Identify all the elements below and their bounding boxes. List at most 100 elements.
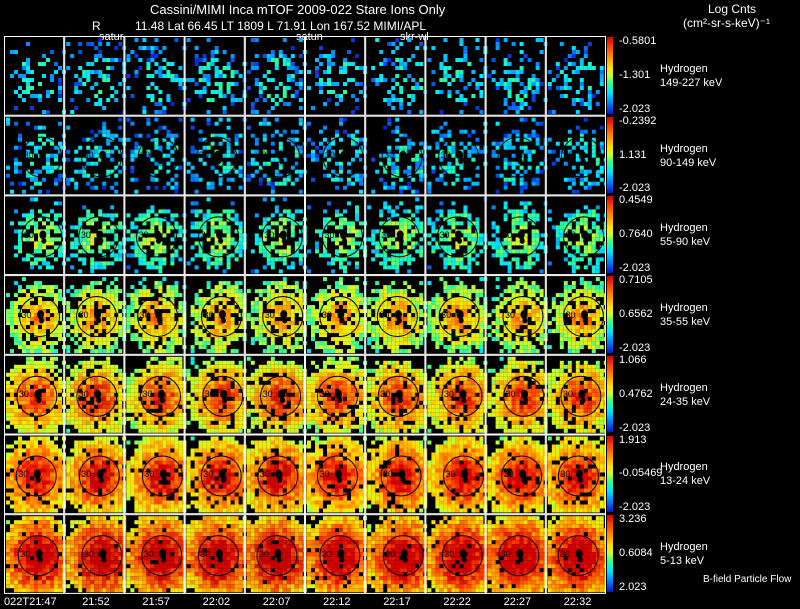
image-panel: [184, 434, 247, 515]
energy-label: 149-227 keV: [660, 76, 723, 89]
contour-label: 30: [380, 389, 391, 400]
contour-label: 30: [504, 309, 515, 320]
image-panel: [425, 514, 488, 594]
contour-label: 30: [500, 548, 511, 559]
image-panel: [305, 354, 367, 435]
contour-label: 30: [440, 150, 451, 161]
units-title: Log Cnts: [708, 2, 757, 16]
image-panel: [184, 514, 247, 594]
image-panel: [485, 434, 548, 515]
image-panel: [244, 354, 307, 435]
image-panel: [545, 195, 606, 276]
units-label: (cm²-sr-s-keV)⁻¹: [683, 16, 770, 30]
image-panel: [545, 434, 606, 515]
colorbar-max: -0.5801: [619, 35, 657, 47]
colorbar-max: 1.913: [619, 433, 647, 446]
image-panel: [4, 195, 66, 276]
time-tick-label: 22:27: [503, 596, 532, 608]
row-label: Hydrogen 13-24 keV: [660, 460, 710, 488]
image-panel: [4, 275, 66, 355]
contour-label: 30: [18, 468, 29, 479]
contour-label: 30: [385, 548, 396, 559]
row-label: Hydrogen 149-227 keV: [660, 62, 722, 90]
time-tick-label: 22:12: [323, 596, 351, 608]
image-panel: [4, 354, 66, 435]
contour-label: 30: [262, 389, 273, 400]
orbit-info: 11.48 Lat 66.45 LT 1809 L 71.91 Lon 167.…: [135, 19, 427, 33]
image-grid: 30 30 30 30 30 30 30 30 30 30 30 30 30 30 30 30 30 30 30 30…: [4, 36, 606, 594]
contour-label: 30: [441, 309, 452, 320]
contour-label: 30: [20, 548, 31, 559]
colorbar-mid: 0.6562: [619, 307, 653, 320]
contour-label: 30: [138, 229, 149, 240]
contour-label: 30: [321, 548, 332, 559]
image-panel: [244, 434, 307, 515]
time-tick-label: 22:17: [383, 596, 411, 608]
image-panel: [124, 195, 187, 276]
image-panel: [184, 275, 247, 355]
contour-label: 30: [560, 548, 571, 559]
image-panel: [545, 115, 606, 196]
image-panel: [545, 36, 606, 116]
colorbar-max: 0.7105: [619, 274, 653, 287]
contour-label: 30: [83, 548, 94, 559]
image-panel: [244, 195, 307, 276]
contour-label: 30: [259, 468, 270, 479]
contour-label: 30: [565, 229, 576, 240]
image-panel: [305, 115, 367, 196]
image-panel: [545, 354, 606, 435]
species-label: Hydrogen: [660, 222, 708, 235]
image-panel: [124, 354, 187, 435]
contour-label: 30: [139, 309, 150, 320]
image-panel: [64, 434, 127, 515]
image-panel: [305, 36, 367, 116]
colorbar: [607, 276, 613, 353]
contour-label: 30: [18, 389, 29, 400]
colorbar: [607, 196, 613, 274]
contour-label: 30: [563, 150, 574, 161]
image-panel: [124, 275, 187, 355]
image-panel: [64, 115, 127, 196]
contour-label: 30: [499, 150, 510, 161]
colorbar-min: 2.023: [619, 580, 647, 593]
contour-label: 30: [258, 548, 269, 559]
image-panel: [545, 275, 606, 355]
contour-label: 30: [143, 548, 154, 559]
contour-label: 30: [324, 229, 335, 240]
contour-label: 30: [439, 229, 450, 240]
image-panel: [244, 36, 307, 116]
contour-label: 30: [264, 309, 275, 320]
colorbar: [607, 37, 613, 114]
image-panel: [124, 36, 187, 116]
image-panel: [485, 195, 548, 276]
colorbar-mid: 1.131: [619, 148, 647, 161]
time-tick-label: 22:22: [443, 596, 471, 608]
image-panel: [184, 36, 247, 116]
contour-label: 30: [198, 150, 209, 161]
chart-title: Cassini/MIMI Inca mTOF 2009-022 Stare Io…: [150, 2, 446, 17]
r-label: R: [92, 19, 101, 33]
image-panel: [365, 36, 428, 116]
image-panel: [64, 514, 127, 594]
contour-label: 30: [140, 150, 151, 161]
contour-label: 30: [78, 309, 89, 320]
image-panel: [4, 36, 66, 116]
colorbar-min: -2.023: [619, 341, 651, 354]
colorbar-min: -2.023: [619, 262, 651, 275]
contour-label: 30: [379, 309, 390, 320]
species-label: Hydrogen: [660, 381, 708, 394]
colorbar: [607, 355, 613, 433]
species-label: Hydrogen: [660, 301, 708, 314]
contour-label: 30: [144, 468, 155, 479]
time-tick-label: 21:52: [82, 596, 110, 608]
contour-label: 30: [562, 389, 573, 400]
image-panel: [4, 514, 66, 594]
image-panel: [124, 434, 187, 515]
image-panel: [305, 275, 367, 355]
image-panel: [485, 354, 548, 435]
species-label: Hydrogen: [660, 142, 708, 155]
contour-label: 30: [83, 150, 94, 161]
colorbar-mid: 0.4762: [619, 387, 653, 400]
image-panel: [485, 36, 548, 116]
colorbar-min: -2.023: [619, 102, 651, 115]
